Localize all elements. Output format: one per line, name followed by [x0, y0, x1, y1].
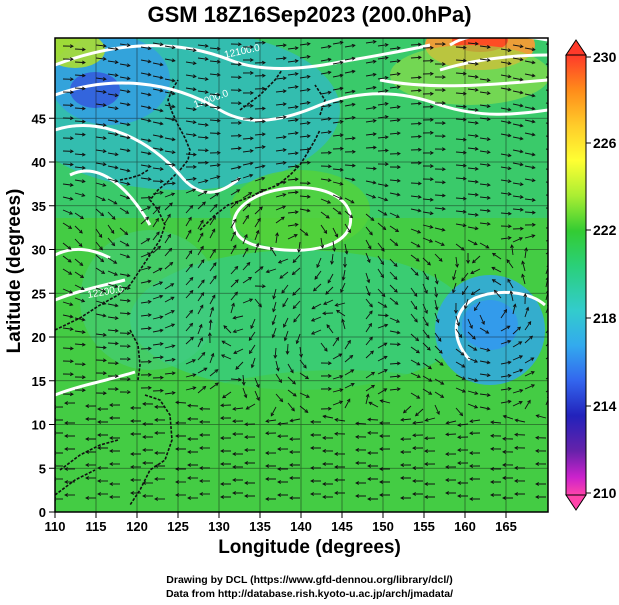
credit-data: Data from http://database.rish.kyoto-u.a… [165, 588, 454, 600]
y-tick-label: 0 [39, 505, 46, 520]
x-tick-label: 120 [126, 519, 148, 534]
y-tick-label: 15 [32, 374, 46, 389]
y-tick-label: 10 [32, 418, 46, 433]
x-tick-label: 145 [331, 519, 353, 534]
colorbar: 230 226 222 218 214 210 [565, 39, 617, 511]
colorbar-label: 222 [593, 222, 617, 238]
y-tick-label: 5 [39, 461, 46, 476]
map-title: GSM 18Z16Sep2023 (200.0hPa) [147, 2, 472, 27]
x-tick-label: 115 [86, 519, 107, 534]
x-tick-label: 130 [208, 519, 230, 534]
height-contours [55, 38, 548, 397]
x-axis-label: Longitude (degrees) [218, 537, 401, 558]
x-tick-label: 135 [249, 519, 271, 534]
x-tick-label: 110 [45, 519, 66, 534]
colorbar-label: 218 [593, 310, 617, 326]
x-tick-label: 125 [167, 519, 189, 534]
x-tick-label: 155 [413, 519, 435, 534]
y-axis-ticks: 0 5 10 15 20 25 30 35 40 45 [32, 111, 55, 520]
colorbar-label: 226 [593, 135, 617, 151]
coastlines [55, 69, 326, 506]
x-axis-ticks: 110 115 120 125 130 135 140 145 150 155 160 165 [45, 512, 517, 534]
y-axis-label: Latitude (degrees) [4, 188, 25, 354]
x-tick-label: 165 [495, 519, 517, 534]
wind-vectors [55, 39, 548, 501]
y-tick-label: 30 [32, 243, 46, 258]
x-tick-label: 140 [290, 519, 312, 534]
x-tick-label: 160 [454, 519, 476, 534]
y-tick-label: 45 [32, 111, 46, 126]
y-tick-label: 35 [32, 199, 46, 214]
credit-drawing: Drawing by DCL (https://www.gfd-dennou.o… [166, 574, 453, 586]
y-tick-label: 20 [32, 330, 46, 345]
colorbar-label: 214 [593, 398, 617, 414]
temperature-field [55, 38, 548, 512]
colorbar-label: 210 [593, 485, 617, 501]
y-tick-label: 25 [32, 286, 46, 301]
x-tick-label: 150 [372, 519, 394, 534]
y-tick-label: 40 [32, 155, 46, 170]
colorbar-label: 230 [593, 49, 617, 65]
